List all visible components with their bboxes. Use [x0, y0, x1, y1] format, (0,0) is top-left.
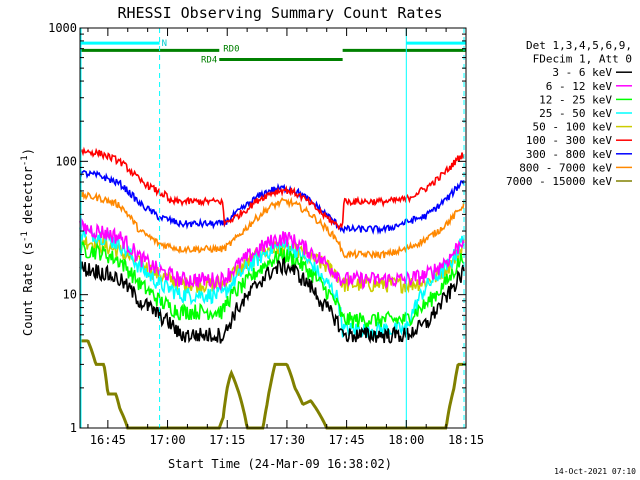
y-axis-label-superscript: -1 — [20, 155, 30, 166]
x-tick-label: 17:30 — [269, 433, 305, 447]
legend-entry: 7000 - 15000 keV — [506, 175, 612, 188]
series-line — [79, 146, 465, 231]
plot-frame — [79, 27, 467, 429]
series-line — [79, 217, 465, 292]
mode-bar-label: N — [162, 39, 167, 49]
y-axis-label: Count Rate (s-1 detector-1) — [20, 148, 35, 336]
x-tick-label: 17:45 — [329, 433, 365, 447]
y-tick-label: 1000 — [48, 21, 77, 35]
series-line — [79, 169, 465, 235]
x-tick-label: 17:00 — [149, 433, 185, 447]
legend-entry: 50 - 100 keV — [533, 121, 613, 134]
series-group — [79, 224, 465, 339]
y-axis-label-superscript: -1 — [20, 231, 30, 242]
decimation-bar-label: RD4 — [201, 56, 217, 66]
x-tick-label: 18:00 — [388, 433, 424, 447]
series-group — [79, 217, 465, 292]
y-axis-label-part: ) — [21, 148, 35, 155]
series-line — [79, 256, 465, 344]
chart-title: RHESSI Observing Summary Count Rates — [117, 4, 442, 22]
series-group — [79, 190, 465, 260]
series-line — [79, 241, 465, 329]
series-group — [79, 169, 465, 235]
legend-entry: 3 - 6 keV — [552, 66, 612, 79]
legend: Det 1,3,4,5,6,9,FDecim 1, Att 03 - 6 keV… — [506, 39, 632, 188]
series-line — [79, 224, 465, 339]
x-tick-label: 16:45 — [90, 433, 126, 447]
y-axis-label-part: detector — [21, 166, 35, 231]
x-tick-label: 17:15 — [209, 433, 245, 447]
y-axis-label-part: Count Rate (s — [21, 242, 35, 336]
legend-entry: 6 - 12 keV — [546, 80, 613, 93]
y-tick-label: 10 — [63, 288, 77, 302]
plot-layer: N RD0 RD4 1 10 100 1000 16:45 17:00 17:15 17:30 17:… — [48, 21, 484, 447]
y-tick-label: 1 — [70, 421, 77, 435]
x-axis-label: Start Time (24-Mar-09 16:38:02) — [168, 457, 392, 471]
legend-header: FDecim 1, Att 0 — [533, 53, 632, 66]
x-tick-label: 18:15 — [448, 433, 484, 447]
legend-entry: 300 - 800 keV — [526, 148, 612, 161]
legend-entry: 12 - 25 keV — [539, 93, 612, 106]
timestamp-note: 14-Oct-2021 07:10 — [554, 467, 636, 476]
legend-entry: 800 - 7000 keV — [519, 161, 612, 174]
series-group — [79, 256, 465, 344]
legend-entry: 25 - 50 keV — [539, 107, 612, 120]
legend-entry: 100 - 300 keV — [526, 134, 612, 147]
series-group — [79, 241, 465, 329]
legend-header: Det 1,3,4,5,6,9, — [526, 39, 632, 52]
series-group — [79, 146, 465, 231]
decimation-bar-label: RD0 — [223, 44, 239, 54]
y-tick-label: 100 — [55, 154, 77, 168]
series-line — [79, 190, 465, 260]
